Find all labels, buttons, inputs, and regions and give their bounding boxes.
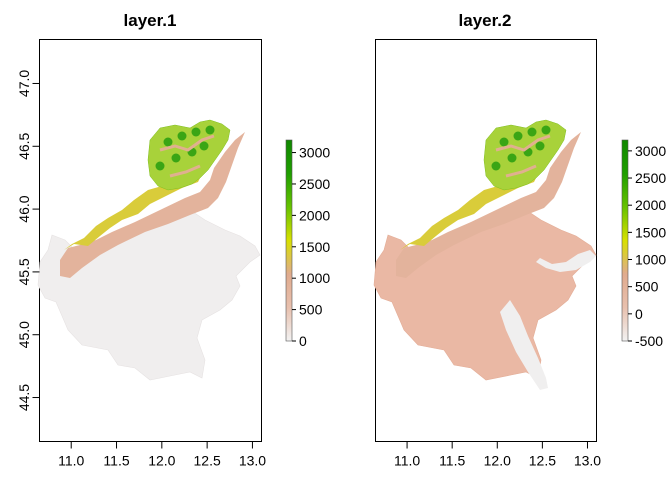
valley-line: [495, 134, 551, 152]
region-map: [37, 119, 261, 381]
peak-area: [507, 153, 517, 163]
hill-region: [60, 132, 245, 278]
y-tick-label: 45.5: [16, 258, 32, 285]
legend-tick-label: 2500: [299, 176, 330, 192]
x-tick-label: 11.0: [58, 453, 84, 469]
legend-tick-label: 1500: [635, 224, 666, 240]
x-tick-label: 12.0: [148, 453, 175, 469]
peak-area: [535, 141, 545, 151]
coastal-zone: [500, 250, 596, 390]
peak-area: [205, 125, 215, 135]
color-legend: 0 500 1000 1500 2000 2500 3000: [285, 139, 330, 349]
map-layers: [373, 119, 597, 381]
color-legend: -500 0 500 1000 1500 2000 2500 3000: [621, 139, 666, 349]
plain-region: [373, 209, 597, 381]
plot-frame: [375, 39, 597, 442]
peak-area: [155, 161, 165, 171]
legend-tick-label: 3000: [635, 143, 666, 159]
peak-area: [513, 131, 523, 141]
layer-2-panel: layer.2 11.0 11.5 12.0 12.5 13.0 -500 0 500 100…: [373, 11, 666, 469]
x-axis: 11.0 11.5 12.0 12.5 13.0: [394, 441, 601, 469]
legend-tick-label: 1000: [299, 270, 330, 286]
x-axis: 11.0 11.5 12.0 12.5 13.0: [58, 441, 266, 469]
peak-area: [191, 127, 201, 137]
legend-tick-label: 2000: [299, 207, 330, 223]
x-tick-label: 11.5: [439, 453, 465, 469]
y-tick-label: 44.5: [16, 384, 32, 411]
peak-area: [199, 141, 209, 151]
legend-color-bar: [621, 139, 629, 342]
legend-tick-label: 0: [635, 306, 643, 322]
legend-tick-label: 500: [635, 279, 659, 295]
peak-area: [541, 125, 551, 135]
hill-region: [396, 132, 581, 278]
panel-title: layer.1: [124, 11, 177, 30]
x-tick-label: 11.5: [103, 453, 129, 469]
legend-tick-label: 2000: [635, 197, 666, 213]
legend-tick-label: 0: [299, 333, 307, 349]
peak-area: [491, 161, 501, 171]
y-tick-label: 47.0: [16, 70, 32, 97]
y-tick-label: 46.0: [16, 195, 32, 222]
valley-line: [169, 164, 201, 178]
legend-tick-label: 2500: [635, 170, 666, 186]
y-tick-label: 46.5: [16, 132, 32, 159]
valley-line: [505, 164, 537, 178]
x-tick-label: 12.5: [194, 453, 221, 469]
legend-tick-label: 1000: [635, 252, 666, 268]
x-tick-label: 12.5: [529, 453, 556, 469]
legend-color-bar: [285, 139, 293, 342]
layer-1-panel: layer.1 11.0 11.5 12.0 12.5 13.0 44.5 45.0 45.…: [16, 11, 330, 469]
legend-tick-label: 500: [299, 302, 323, 318]
peak-area: [163, 137, 173, 147]
x-tick-label: 13.0: [574, 453, 601, 469]
legend-tick-label: 3000: [299, 145, 330, 161]
peak-area: [499, 137, 509, 147]
x-tick-label: 11.0: [394, 453, 420, 469]
y-tick-label: 45.0: [16, 321, 32, 348]
panel-title: layer.2: [459, 11, 512, 30]
region-map: [373, 119, 597, 390]
legend-tick-label: 1500: [299, 239, 330, 255]
legend-tick-label: -500: [635, 333, 663, 349]
peak-area: [177, 131, 187, 141]
x-tick-label: 13.0: [239, 453, 266, 469]
y-axis: 44.5 45.0 45.5 46.0 46.5 47.0: [16, 70, 40, 411]
valley-line: [159, 134, 215, 152]
peak-area: [171, 153, 181, 163]
x-tick-label: 12.0: [484, 453, 511, 469]
map-layers: [37, 119, 261, 381]
plain-region: [37, 209, 261, 381]
peak-area: [527, 127, 537, 137]
plot-frame: [39, 39, 262, 442]
